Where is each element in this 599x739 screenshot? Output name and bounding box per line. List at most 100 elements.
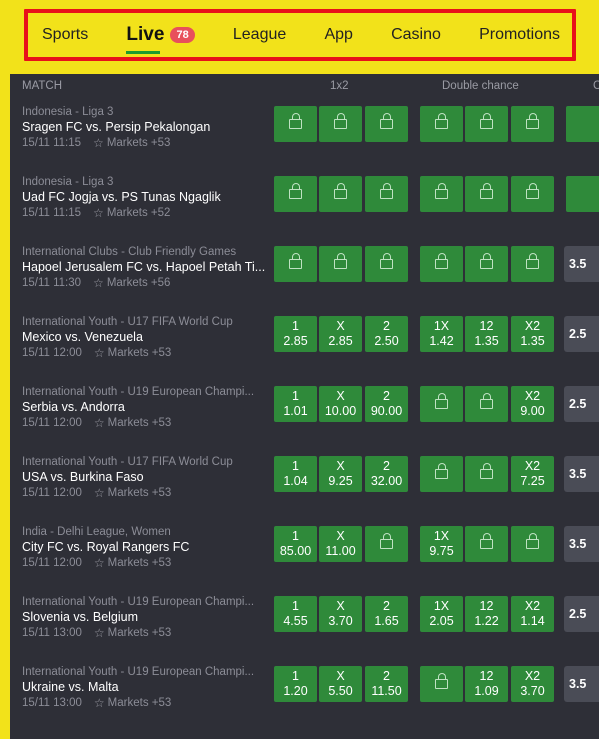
match-row[interactable]: India - Delhi League, Women City FC vs. R… <box>10 520 599 590</box>
locked-odds-button[interactable] <box>465 526 508 562</box>
match-info[interactable]: Indonesia - Liga 3 Sragen FC vs. Persip P… <box>22 106 270 150</box>
match-teams[interactable]: Uad FC Jogja vs. PS Tunas Ngaglik <box>22 190 221 204</box>
markets-link[interactable]: Markets +53 <box>107 697 172 709</box>
match-teams[interactable]: Hapoel Jerusalem FC vs. Hapoel Petah Ti.… <box>22 260 266 274</box>
locked-odds-button[interactable] <box>465 456 508 492</box>
match-teams[interactable]: USA vs. Burkina Faso <box>22 470 144 484</box>
nav-league[interactable]: League <box>233 26 286 44</box>
markets-link[interactable]: Markets +52 <box>106 207 171 219</box>
nav-promotions[interactable]: Promotions <box>479 26 560 44</box>
locked-odds-button[interactable] <box>365 526 408 562</box>
match-teams[interactable]: Ukraine vs. Malta <box>22 680 119 694</box>
markets-link[interactable]: Markets +53 <box>107 487 172 499</box>
odds-button[interactable]: X 9.25 <box>319 456 362 492</box>
match-info[interactable]: International Youth - U19 European Champ… <box>22 666 270 710</box>
locked-odds-button[interactable] <box>465 386 508 422</box>
markets-link[interactable]: Markets +53 <box>107 627 172 639</box>
odds-button[interactable]: 1 1.01 <box>274 386 317 422</box>
odds-button[interactable]: 1X 1.42 <box>420 316 463 352</box>
locked-odds-button[interactable] <box>420 456 463 492</box>
match-row[interactable]: International Youth - U19 European Champ… <box>10 590 599 660</box>
star-icon[interactable]: ☆ <box>93 696 105 710</box>
match-row[interactable]: Indonesia - Liga 3 Sragen FC vs. Persip P… <box>10 100 599 170</box>
locked-odds-button[interactable] <box>511 526 554 562</box>
odds-button[interactable]: 1 2.85 <box>274 316 317 352</box>
markets-link[interactable]: Markets +53 <box>107 347 172 359</box>
locked-odds-button[interactable] <box>365 106 408 142</box>
odds-button[interactable]: 1 85.00 <box>274 526 317 562</box>
odds-button[interactable]: X 11.00 <box>319 526 362 562</box>
odds-button[interactable]: 2 32.00 <box>365 456 408 492</box>
markets-link[interactable]: Markets +56 <box>106 277 171 289</box>
total-goals-button[interactable]: 2.5 <box>564 596 599 632</box>
nav-sports[interactable]: Sports <box>42 26 88 44</box>
odds-button[interactable]: 1X 2.05 <box>420 596 463 632</box>
total-goals-button[interactable]: 2.5 <box>564 386 599 422</box>
star-icon[interactable]: ☆ <box>93 346 105 360</box>
odds-button[interactable]: X2 3.70 <box>511 666 554 702</box>
total-goals-button[interactable]: 3.5 <box>564 526 599 562</box>
star-icon[interactable]: ☆ <box>93 276 104 290</box>
odds-button[interactable]: 1 4.55 <box>274 596 317 632</box>
locked-odds-button[interactable] <box>420 666 463 702</box>
locked-odds-button[interactable] <box>274 176 317 212</box>
odds-button[interactable]: X 3.70 <box>319 596 362 632</box>
odds-button[interactable]: X 5.50 <box>319 666 362 702</box>
match-row[interactable]: International Clubs - Club Friendly Game… <box>10 240 599 310</box>
locked-odds-button[interactable] <box>420 106 463 142</box>
locked-odds-button[interactable] <box>511 106 554 142</box>
match-teams[interactable]: Serbia vs. Andorra <box>22 400 125 414</box>
locked-odds-button[interactable] <box>420 176 463 212</box>
odds-button[interactable]: X 2.85 <box>319 316 362 352</box>
odds-button[interactable]: X 10.00 <box>319 386 362 422</box>
odds-button[interactable]: 1 1.04 <box>274 456 317 492</box>
match-row[interactable]: International Youth - U19 European Champ… <box>10 660 599 730</box>
odds-button[interactable]: 1X 9.75 <box>420 526 463 562</box>
markets-link[interactable]: Markets +53 <box>107 557 172 569</box>
odds-button[interactable]: 2 11.50 <box>365 666 408 702</box>
locked-odds-button[interactable] <box>511 176 554 212</box>
next-market-button[interactable] <box>566 176 599 212</box>
match-info[interactable]: International Youth - U19 European Champ… <box>22 386 270 430</box>
odds-button[interactable]: X2 1.35 <box>511 316 554 352</box>
match-info[interactable]: India - Delhi League, Women City FC vs. R… <box>22 526 270 570</box>
match-teams[interactable]: Sragen FC vs. Persip Pekalongan <box>22 120 211 134</box>
match-row[interactable]: International Youth - U17 FIFA World Cup… <box>10 450 599 520</box>
match-teams[interactable]: Mexico vs. Venezuela <box>22 330 143 344</box>
match-teams[interactable]: Slovenia vs. Belgium <box>22 610 139 624</box>
locked-odds-button[interactable] <box>274 246 317 282</box>
odds-button[interactable]: X2 7.25 <box>511 456 554 492</box>
locked-odds-button[interactable] <box>365 246 408 282</box>
locked-odds-button[interactable] <box>511 246 554 282</box>
locked-odds-button[interactable] <box>274 106 317 142</box>
odds-button[interactable]: X2 1.14 <box>511 596 554 632</box>
odds-button[interactable]: 12 1.22 <box>465 596 508 632</box>
match-row[interactable]: Indonesia - Liga 3 Uad FC Jogja vs. PS Tu… <box>10 170 599 240</box>
total-goals-button[interactable]: 3.5 <box>564 666 599 702</box>
star-icon[interactable]: ☆ <box>93 136 104 150</box>
locked-odds-button[interactable] <box>420 246 463 282</box>
odds-button[interactable]: 12 1.09 <box>465 666 508 702</box>
locked-odds-button[interactable] <box>319 176 362 212</box>
star-icon[interactable]: ☆ <box>93 486 105 500</box>
match-info[interactable]: Indonesia - Liga 3 Uad FC Jogja vs. PS Tu… <box>22 176 270 220</box>
nav-casino[interactable]: Casino <box>391 26 441 44</box>
odds-button[interactable]: 2 90.00 <box>365 386 408 422</box>
nav-live[interactable]: Live 78 <box>126 24 195 54</box>
match-teams[interactable]: City FC vs. Royal Rangers FC <box>22 540 190 554</box>
match-info[interactable]: International Youth - U17 FIFA World Cup… <box>22 316 270 360</box>
star-icon[interactable]: ☆ <box>93 556 105 570</box>
odds-button[interactable]: 2 2.50 <box>365 316 408 352</box>
locked-odds-button[interactable] <box>420 386 463 422</box>
total-goals-button[interactable]: 3.5 <box>564 246 599 282</box>
odds-button[interactable]: X2 9.00 <box>511 386 554 422</box>
markets-link[interactable]: Markets +53 <box>106 137 171 149</box>
match-info[interactable]: International Youth - U17 FIFA World Cup… <box>22 456 270 500</box>
locked-odds-button[interactable] <box>465 246 508 282</box>
total-goals-button[interactable]: 3.5 <box>564 456 599 492</box>
locked-odds-button[interactable] <box>365 176 408 212</box>
star-icon[interactable]: ☆ <box>93 206 104 220</box>
odds-button[interactable]: 1 1.20 <box>274 666 317 702</box>
locked-odds-button[interactable] <box>465 176 508 212</box>
star-icon[interactable]: ☆ <box>93 626 105 640</box>
